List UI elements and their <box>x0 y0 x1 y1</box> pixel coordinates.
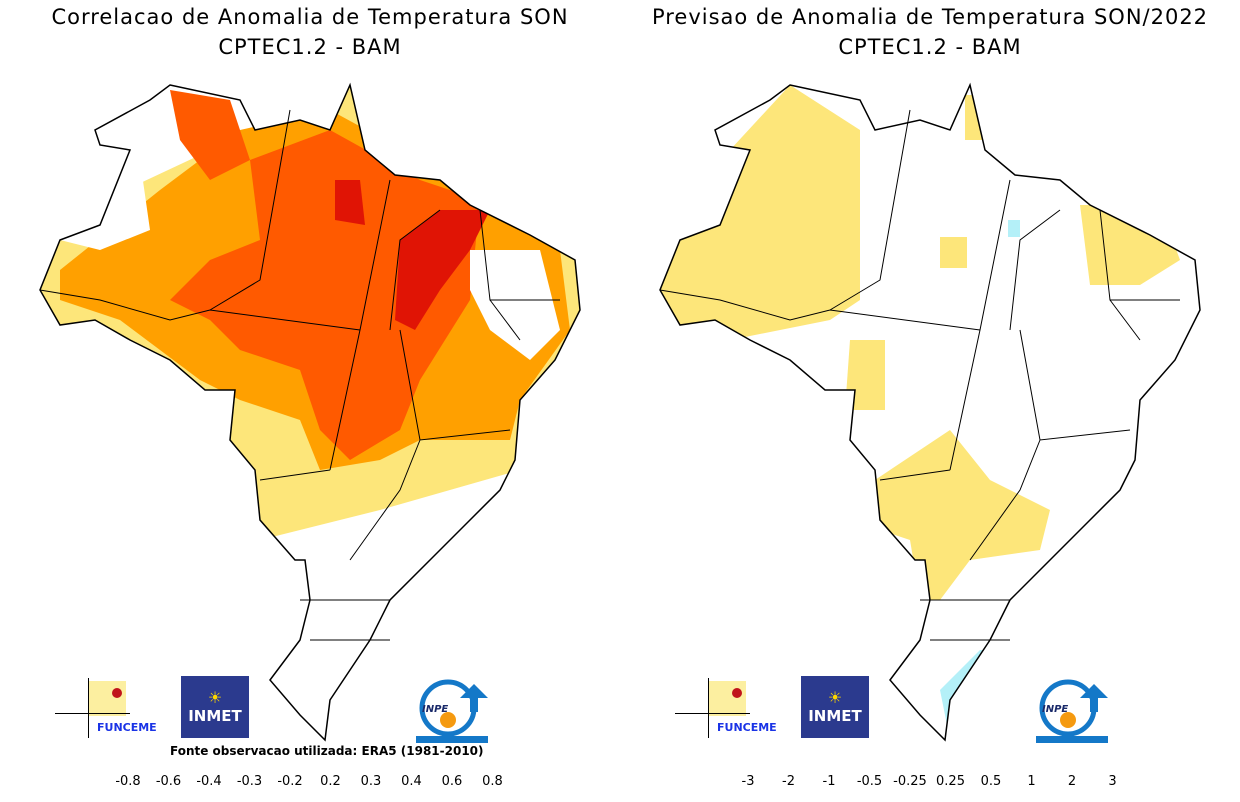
colorbar-tick-label: 3 <box>1108 774 1117 789</box>
colorbar-tick-label: 0.3 <box>360 774 382 789</box>
map-region-neg-0.25-0.5 <box>1008 220 1020 237</box>
map-region-0.25-0.5 <box>660 85 860 340</box>
map-region-0.25-0.5 <box>845 340 885 410</box>
correlation-panel: Correlacao de Anomalia de Temperatura SO… <box>39 5 581 789</box>
map-region-0.4-0.6 <box>170 90 250 180</box>
colorbar-tick-label: -0.5 <box>856 774 883 789</box>
sun-icon: ☀ <box>207 688 223 707</box>
forecast-map <box>659 82 1201 742</box>
colorbar-tick-label: -3 <box>741 774 755 789</box>
inpe-logo: INPE <box>1032 678 1112 744</box>
colorbar-tick-label: -0.6 <box>155 774 182 789</box>
colorbar-tick-label: -0.25 <box>893 774 927 789</box>
colorbar-tick-label: 2 <box>1067 774 1077 789</box>
correlation-map <box>39 82 581 742</box>
inmet-logo: ☀ INMET <box>801 676 869 738</box>
map-region-white <box>470 250 560 360</box>
inmet-logo: ☀ INMET <box>181 676 249 738</box>
map-region-0.4-0.6 <box>170 130 480 460</box>
colorbar-tick-label: 0.4 <box>401 774 422 789</box>
colorbar-tick-label: 0.5 <box>980 774 1002 789</box>
map-region-0.6-0.8 <box>395 210 490 330</box>
map-region-neg-0.25-0.5 <box>940 650 1005 740</box>
colorbar-tick-label: -0.2 <box>277 774 303 789</box>
map-region-0.25-0.5 <box>1080 205 1180 285</box>
colorbar-tick-label: -1 <box>822 774 836 789</box>
panel-subtitle: CPTEC1.2 - BAM <box>218 35 402 59</box>
colorbar-tick-label: 1 <box>1027 774 1036 789</box>
colorbar-tick-label: 0.6 <box>441 774 463 789</box>
map-region-0.25-0.5 <box>875 430 1050 600</box>
colorbar-tick-label: -0.3 <box>236 774 263 789</box>
colorbar-tick-label: 0.25 <box>936 774 965 789</box>
svg-text:INPE: INPE <box>422 704 448 715</box>
funceme-logo: FUNCEME <box>675 678 777 738</box>
funceme-logo: FUNCEME <box>55 678 157 738</box>
map-region-0.6-0.8 <box>335 180 365 225</box>
source-note: Fonte observacao utilizada: ERA5 (1981-2… <box>170 744 484 758</box>
colorbar-tick-label: 0.2 <box>320 774 341 789</box>
panel-title: Previsao de Anomalia de Temperatura SON/… <box>651 5 1209 29</box>
panel-title: Correlacao de Anomalia de Temperatura SO… <box>51 5 569 29</box>
svg-text:INPE: INPE <box>1042 704 1068 715</box>
forecast-panel: Previsao de Anomalia de Temperatura SON/… <box>620 0 1240 802</box>
inpe-logo: INPE <box>412 678 492 744</box>
colorbar-tick-label: -2 <box>782 774 795 789</box>
map-region-0.25-0.5 <box>940 237 967 268</box>
panel-subtitle: CPTEC1.2 - BAM <box>838 35 1022 59</box>
colorbar-tick-label: -0.4 <box>196 774 222 789</box>
colorbar-tick-label: -0.8 <box>115 774 141 789</box>
sun-icon: ☀ <box>827 688 843 707</box>
colorbar-tick-label: 0.8 <box>482 774 503 789</box>
